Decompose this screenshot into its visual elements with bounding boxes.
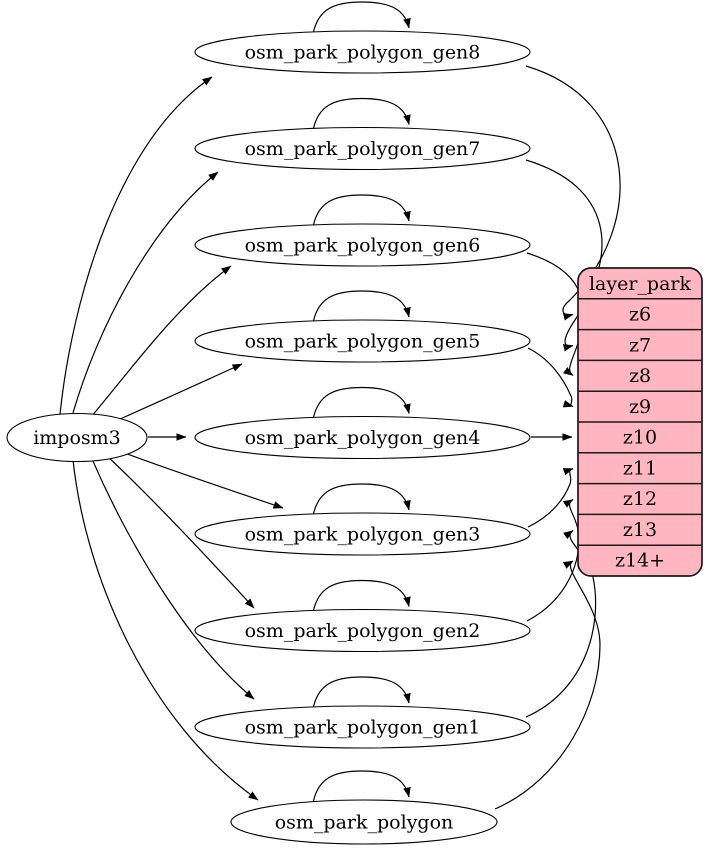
self-loop-gen7 <box>312 97 411 131</box>
layer-row-z6: z6 <box>629 304 651 326</box>
self-loop-polygon <box>312 770 411 804</box>
edge-gen1-to-z13 <box>525 530 597 718</box>
layer-row-z7: z7 <box>629 335 651 357</box>
polygon-ellipse <box>230 799 498 845</box>
edge-imposm3-to-gen7 <box>72 171 219 414</box>
self-loop-gen4 <box>312 386 411 420</box>
self-loop-gen8 <box>312 1 411 35</box>
node-osm-park-polygon: osm_park_polygon <box>230 799 498 845</box>
layer-row-z11: z11 <box>623 458 657 480</box>
self-loop-gen3 <box>312 483 411 517</box>
edge-gen8-to-z6 <box>525 65 621 321</box>
gen7-label: osm_park_polygon_gen7 <box>245 138 481 160</box>
imposm3-label: imposm3 <box>33 427 121 449</box>
layer-row-z12: z12 <box>623 488 657 510</box>
edge-imposm3-to-gen2 <box>106 455 255 609</box>
self-loop-gen2 <box>312 579 411 613</box>
layer-row-z14plus: z14+ <box>615 550 665 572</box>
node-imposm3: imposm3 <box>6 412 148 463</box>
self-loop-gen5 <box>312 290 411 324</box>
edge-imposm3-to-gen3 <box>121 451 284 509</box>
gen2-label: osm_park_polygon_gen2 <box>245 620 481 642</box>
gen4-label: osm_park_polygon_gen4 <box>245 427 481 449</box>
gen8-ellipse <box>194 30 531 74</box>
edge-imposm3-to-gen6 <box>90 265 232 418</box>
node-osm-park-polygon-gen4: osm_park_polygon_gen4 <box>194 415 531 460</box>
gen8-label: osm_park_polygon_gen8 <box>245 42 481 64</box>
layer-row-z10: z10 <box>623 427 657 449</box>
gen7-ellipse <box>194 126 531 171</box>
gen3-label: osm_park_polygon_gen3 <box>245 524 481 546</box>
gen6-label: osm_park_polygon_gen6 <box>245 235 481 257</box>
layer-row-z9: z9 <box>629 396 651 418</box>
layer-park-title: layer_park <box>589 273 692 295</box>
node-osm-park-polygon-gen8: osm_park_polygon_gen8 <box>194 30 531 74</box>
node-layer-park: layer_park z6 z7 z8 z9 z10 z11 z12 z13 z… <box>577 267 703 577</box>
gen2-ellipse <box>194 608 531 653</box>
node-osm-park-polygon-gen7: osm_park_polygon_gen7 <box>194 126 531 171</box>
node-osm-park-polygon-gen6: osm_park_polygon_gen6 <box>194 223 531 267</box>
edge-imposm3-to-gen8 <box>59 76 213 415</box>
layer-row-z8: z8 <box>629 365 651 387</box>
node-osm-park-polygon-gen2: osm_park_polygon_gen2 <box>194 608 531 653</box>
gen1-ellipse <box>194 705 531 749</box>
edge-imposm3-to-gen5 <box>110 363 243 424</box>
layer-row-z13: z13 <box>623 519 657 541</box>
edge-gen2-to-z12 <box>526 498 580 622</box>
self-loop-gen1 <box>312 676 411 710</box>
gen4-ellipse <box>194 415 531 460</box>
node-osm-park-polygon-gen1: osm_park_polygon_gen1 <box>194 705 531 749</box>
node-osm-park-polygon-gen5: osm_park_polygon_gen5 <box>194 319 531 363</box>
gen3-ellipse <box>194 512 531 556</box>
edge-gen3-to-z11 <box>527 467 574 528</box>
edges <box>59 1 621 810</box>
imposm3-ellipse <box>6 412 148 463</box>
edge-gen6-to-z8 <box>526 252 584 376</box>
edge-imposm3-to-polygon <box>72 459 259 801</box>
self-loop-gen6 <box>312 194 411 228</box>
node-osm-park-polygon-gen3: osm_park_polygon_gen3 <box>194 512 531 556</box>
edge-imposm3-to-gen1 <box>91 458 255 700</box>
gen1-label: osm_park_polygon_gen1 <box>245 717 481 739</box>
edge-gen5-to-z9 <box>527 347 574 408</box>
gen6-ellipse <box>194 223 531 267</box>
polygon-label: osm_park_polygon <box>275 812 454 834</box>
gen5-ellipse <box>194 319 531 363</box>
edge-polygon-to-z14 <box>494 560 601 810</box>
gen5-label: osm_park_polygon_gen5 <box>245 331 481 353</box>
